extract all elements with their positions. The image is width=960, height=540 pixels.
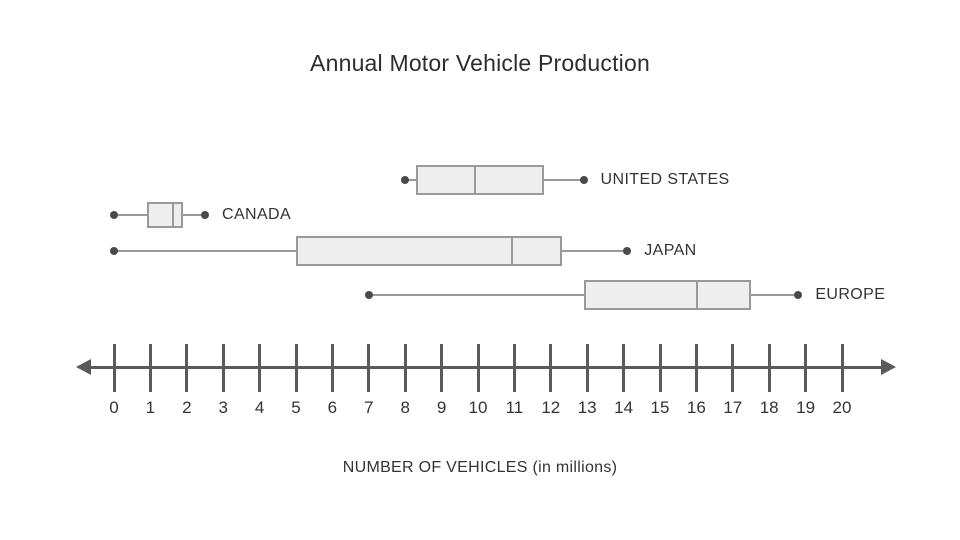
- tick-mark: [694, 344, 698, 392]
- whisker-left-line: [114, 250, 296, 252]
- tick-mark: [367, 344, 371, 392]
- whisker-left-line: [114, 214, 147, 216]
- tick-mark: [549, 344, 553, 392]
- whisker-right-line: [561, 250, 628, 252]
- tick-label: 4: [254, 398, 265, 417]
- axis-label: NUMBER OF VEHICLES (in millions): [342, 459, 618, 476]
- series-label: UNITED STATES: [600, 171, 730, 188]
- iqr-box: [296, 236, 562, 266]
- whisker-left-line: [368, 294, 584, 296]
- tick-mark: [440, 344, 444, 392]
- whisker-right-line: [751, 294, 799, 296]
- tick-label: 20: [832, 398, 852, 417]
- tick-label: 10: [468, 398, 488, 417]
- axis-arrow-right-icon: [881, 359, 896, 375]
- tick-mark: [731, 344, 735, 392]
- tick-label: 18: [759, 398, 779, 417]
- tick-mark: [258, 344, 262, 392]
- min-dot: [364, 291, 373, 299]
- tick-mark: [148, 344, 152, 392]
- median-line: [696, 282, 699, 308]
- tick-mark: [112, 344, 116, 392]
- axis-line: [88, 366, 884, 369]
- tick-mark: [622, 344, 626, 392]
- tick-label: 13: [577, 398, 597, 417]
- tick-label: 15: [650, 398, 670, 417]
- tick-mark: [403, 344, 407, 392]
- tick-label: 3: [218, 398, 228, 417]
- tick-label: 6: [327, 398, 338, 417]
- tick-mark: [658, 344, 662, 392]
- axis-arrow-left-icon: [76, 359, 91, 375]
- iqr-box: [416, 165, 544, 195]
- min-dot: [401, 176, 410, 184]
- series-label: EUROPE: [815, 286, 886, 303]
- median-line: [172, 204, 175, 226]
- tick-label: 1: [145, 398, 156, 417]
- tick-mark: [294, 344, 298, 392]
- tick-mark: [840, 344, 844, 392]
- whisker-right-line: [543, 179, 584, 181]
- max-dot: [579, 176, 588, 184]
- tick-mark: [330, 344, 334, 392]
- max-dot: [623, 247, 632, 255]
- tick-mark: [804, 344, 808, 392]
- tick-label: 5: [291, 398, 301, 417]
- median-line: [510, 238, 513, 264]
- tick-mark: [476, 344, 480, 392]
- tick-label: 16: [686, 398, 706, 417]
- tick-label: 9: [436, 398, 447, 417]
- tick-label: 19: [796, 398, 816, 417]
- iqr-box: [583, 280, 751, 310]
- chart-title: Annual Motor Vehicle Production: [310, 50, 650, 76]
- iqr-box: [146, 202, 184, 228]
- min-dot: [110, 211, 118, 219]
- tick-label: 12: [541, 398, 561, 417]
- series-label: JAPAN: [644, 242, 697, 259]
- min-dot: [110, 247, 118, 255]
- tick-label: 2: [182, 398, 192, 417]
- whisker-right-line: [183, 214, 205, 216]
- tick-label: 0: [109, 398, 119, 417]
- tick-mark: [512, 344, 516, 392]
- tick-mark: [185, 344, 189, 392]
- tick-label: 14: [614, 398, 634, 417]
- max-dot: [794, 291, 803, 299]
- tick-label: 7: [364, 398, 374, 417]
- tick-label: 8: [400, 398, 410, 417]
- median-line: [474, 167, 477, 193]
- series-label: CANADA: [222, 206, 292, 223]
- tick-label: 17: [723, 398, 743, 417]
- whisker-left-line: [405, 179, 417, 181]
- tick-mark: [585, 344, 589, 392]
- tick-label: 11: [505, 398, 524, 417]
- tick-mark: [221, 344, 225, 392]
- max-dot: [201, 211, 209, 219]
- tick-mark: [767, 344, 771, 392]
